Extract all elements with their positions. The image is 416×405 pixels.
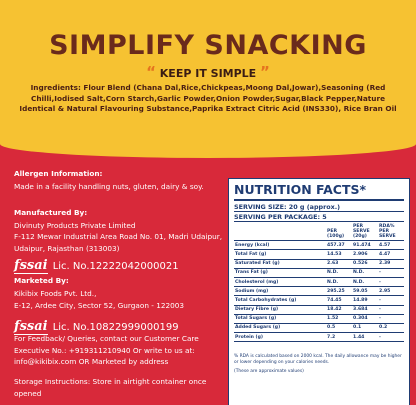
header-row: PER (100g) PER SERVE (20g) RDA% PER SERVE	[234, 222, 404, 242]
nutrient-value: N.D.	[352, 277, 378, 288]
allergen-text: Made in a facility handling nuts, gluten…	[14, 182, 204, 191]
quote: ”	[260, 63, 270, 81]
nutrient-value: 2.63	[326, 259, 352, 269]
nutrient-value: 7.2	[326, 332, 352, 343]
nutrient-row: Protein (g) 7.2 1.44-	[234, 332, 404, 343]
nutrient-value: N.D.	[326, 277, 352, 288]
fssai-row: fssai Lic. No.12222042000021	[14, 254, 179, 274]
nutrient-name: Sodium (mg)	[234, 286, 326, 297]
nutrient-value: 0.1	[352, 323, 378, 334]
nutrient-value: 2.95	[378, 286, 404, 297]
nutrient-value: -	[378, 305, 404, 315]
nutrient-row: Total Carbohydrates (g) 74.45 14.89-	[234, 295, 404, 306]
nutrient-value: N.D.	[326, 268, 352, 278]
servings: SERVING PER PACKAGE: 5	[234, 213, 404, 222]
fssai-logo: fssai	[14, 258, 48, 274]
nutrient-value: 91.474	[352, 240, 378, 251]
nutrient-value: -	[378, 268, 404, 278]
tagline-row: “ KEEP IT SIMPLE ”	[0, 63, 416, 81]
nutrient-value: -	[378, 277, 404, 288]
nutrition-panel: NUTRITION FACTS* SERVING SIZE: 20 g (app…	[228, 178, 410, 405]
nutrient-value: 14.53	[326, 249, 352, 260]
allergen-title: Allergen Information:	[14, 169, 103, 178]
nutrition-title: NUTRITION FACTS*	[234, 182, 404, 201]
serving-size: SERVING SIZE: 20 g (approx.)	[234, 203, 404, 212]
manufacturer-name: Divinuty Products Private Limited	[14, 221, 136, 230]
column-header: PER SERVE (20g)	[352, 222, 378, 242]
nutrient-value: 2.906	[352, 249, 378, 260]
footnote: % RDA is calculated based on 2000 kcal. …	[234, 354, 402, 366]
nutrient-name: Added Sugars (g)	[234, 323, 326, 334]
title: SIMPLIFY SNACKING	[49, 30, 367, 61]
manufacturer-title: Manufactured By:	[14, 208, 88, 217]
nutrient-value: N.D.	[352, 268, 378, 278]
nutrient-value: 3.684	[352, 305, 378, 315]
manufacturer-address: F-112 Mewar Industrial Area Road No. 01,…	[14, 232, 223, 253]
feedback: For Feedback/ Queries, contact our Custo…	[14, 334, 199, 366]
nutrient-value: 1.44	[352, 332, 378, 343]
tagline: KEEP IT SIMPLE	[159, 67, 257, 80]
column-header: PER (100g)	[326, 222, 352, 242]
marketer-address: E-12, Ardee City, Sector 52, Gurgaon - 1…	[14, 301, 185, 310]
nutrient-value: -	[378, 332, 404, 343]
nutrient-value: 4.47	[378, 249, 404, 260]
nutrient-value: 457.37	[326, 240, 352, 251]
nutrient-value: 18.42	[326, 305, 352, 315]
nutrient-name: Total Fat (g)	[234, 249, 326, 260]
quote: “	[146, 63, 156, 81]
fssai-logo: fssai	[14, 319, 48, 335]
nutrient-row: Total Fat (g) 14.53 2.906 4.47	[234, 249, 404, 260]
nutrient-value: 1.52	[326, 314, 352, 324]
nutrient-value: 74.45	[326, 295, 352, 306]
license: Lic. No.10822999000199	[52, 322, 179, 333]
nutrient-value: 2.39	[378, 259, 404, 269]
marketer-name: Kikibix Foods Pvt. Ltd.,	[14, 289, 97, 298]
license: Lic. No.12222042000021	[52, 261, 179, 272]
nutrient-name: Saturated Fat (g)	[234, 259, 326, 269]
nutrient-value: -	[378, 314, 404, 324]
nutrient-value: 0.304	[352, 314, 378, 324]
nutrient-value: 0.5	[326, 323, 352, 334]
nutrient-row: Added Sugars (g) 0.5 0.1 0.2	[234, 323, 404, 334]
approx-note: (These are approximate values)	[234, 369, 304, 375]
storage: Storage Instructions: Store in airtight …	[14, 377, 207, 398]
nutrient-row: Total Sugars (g) 1.52 0.304-	[234, 314, 404, 324]
nutrient-row: Cholesterol (mg) N.D. N.D. -	[234, 277, 404, 288]
nutrient-name: Total Sugars (g)	[234, 314, 326, 324]
nutrient-name: Total Carbohydrates (g)	[234, 295, 326, 306]
nutrient-name: Trans Fat (g)	[234, 268, 326, 278]
ingredients: Ingredients: Flour Blend (Chana Dal,Rice…	[19, 83, 397, 113]
header-cell	[234, 222, 326, 242]
nutrient-name: Dietary Fibre (g)	[234, 305, 326, 315]
nutrient-value: 14.89	[352, 295, 378, 306]
nutrient-value: 4.57	[378, 240, 404, 251]
nutrient-name: Protein (g)	[234, 332, 326, 343]
nutrient-value: 0.526	[352, 259, 378, 269]
nutrient-row: Sodium (mg) 295.25 59.05 2.95	[234, 286, 404, 297]
nutrient-name: Cholesterol (mg)	[234, 277, 326, 288]
nutrition-table: PER (100g) PER SERVE (20g) RDA% PER SERVE E…	[234, 222, 404, 343]
nutrient-name: Energy (kcal)	[234, 240, 326, 251]
nutrient-row: Trans Fat (g) N.D. N.D. -	[234, 268, 404, 278]
yellow-band	[0, 0, 416, 158]
column-header: RDA% PER SERVE	[378, 222, 404, 242]
nutrient-row: Dietary Fibre (g) 18.42 3.684-	[234, 305, 404, 315]
nutrient-value: 59.05	[352, 286, 378, 297]
fssai-row: fssai Lic. No.10822999000199	[14, 315, 179, 335]
nutrient-value: 295.25	[326, 286, 352, 297]
marketer-title: Marketed By:	[14, 276, 69, 285]
nutrient-value: -	[378, 295, 404, 306]
nutrient-row: Saturated Fat (g) 2.63 0.526 2.39	[234, 259, 404, 269]
nutrient-value: 0.2	[378, 323, 404, 334]
nutrient-row: Energy (kcal) 457.37 91.474 4.57	[234, 240, 404, 251]
